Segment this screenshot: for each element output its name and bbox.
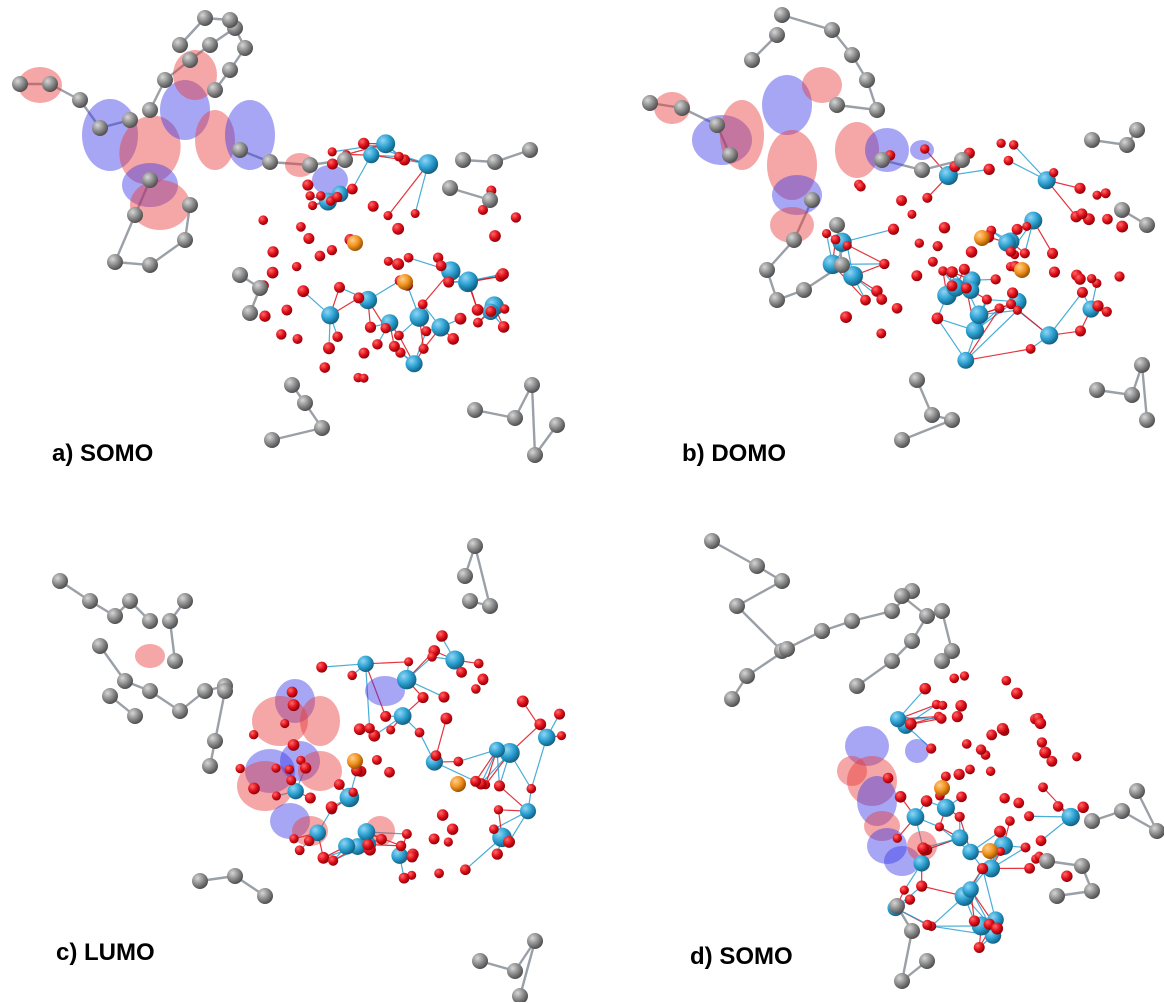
atom-group xyxy=(704,533,1164,989)
orbital-lobe-group xyxy=(837,726,937,876)
molecule-b xyxy=(642,7,1155,448)
panel-a-label: a) SOMO xyxy=(52,440,154,467)
panel-d: d) SOMO xyxy=(582,501,1164,1002)
panel-a: a) SOMO xyxy=(0,0,582,501)
molecule-c xyxy=(52,538,567,1002)
atom-group xyxy=(52,538,567,1002)
molecule-d xyxy=(704,533,1164,989)
panel-b: b) DOMO xyxy=(582,0,1164,501)
molecule-a xyxy=(12,10,565,463)
atom-group xyxy=(12,10,565,463)
orbital-lobe-group xyxy=(654,67,934,243)
atom-group xyxy=(642,7,1155,448)
panel-d-label: d) SOMO xyxy=(690,943,793,970)
orbital-lobe-group xyxy=(135,644,405,846)
bond-group xyxy=(711,539,1159,982)
panel-b-label: b) DOMO xyxy=(682,440,786,467)
panel-c-label: c) LUMO xyxy=(56,939,155,966)
panel-c: c) LUMO xyxy=(0,501,582,1002)
